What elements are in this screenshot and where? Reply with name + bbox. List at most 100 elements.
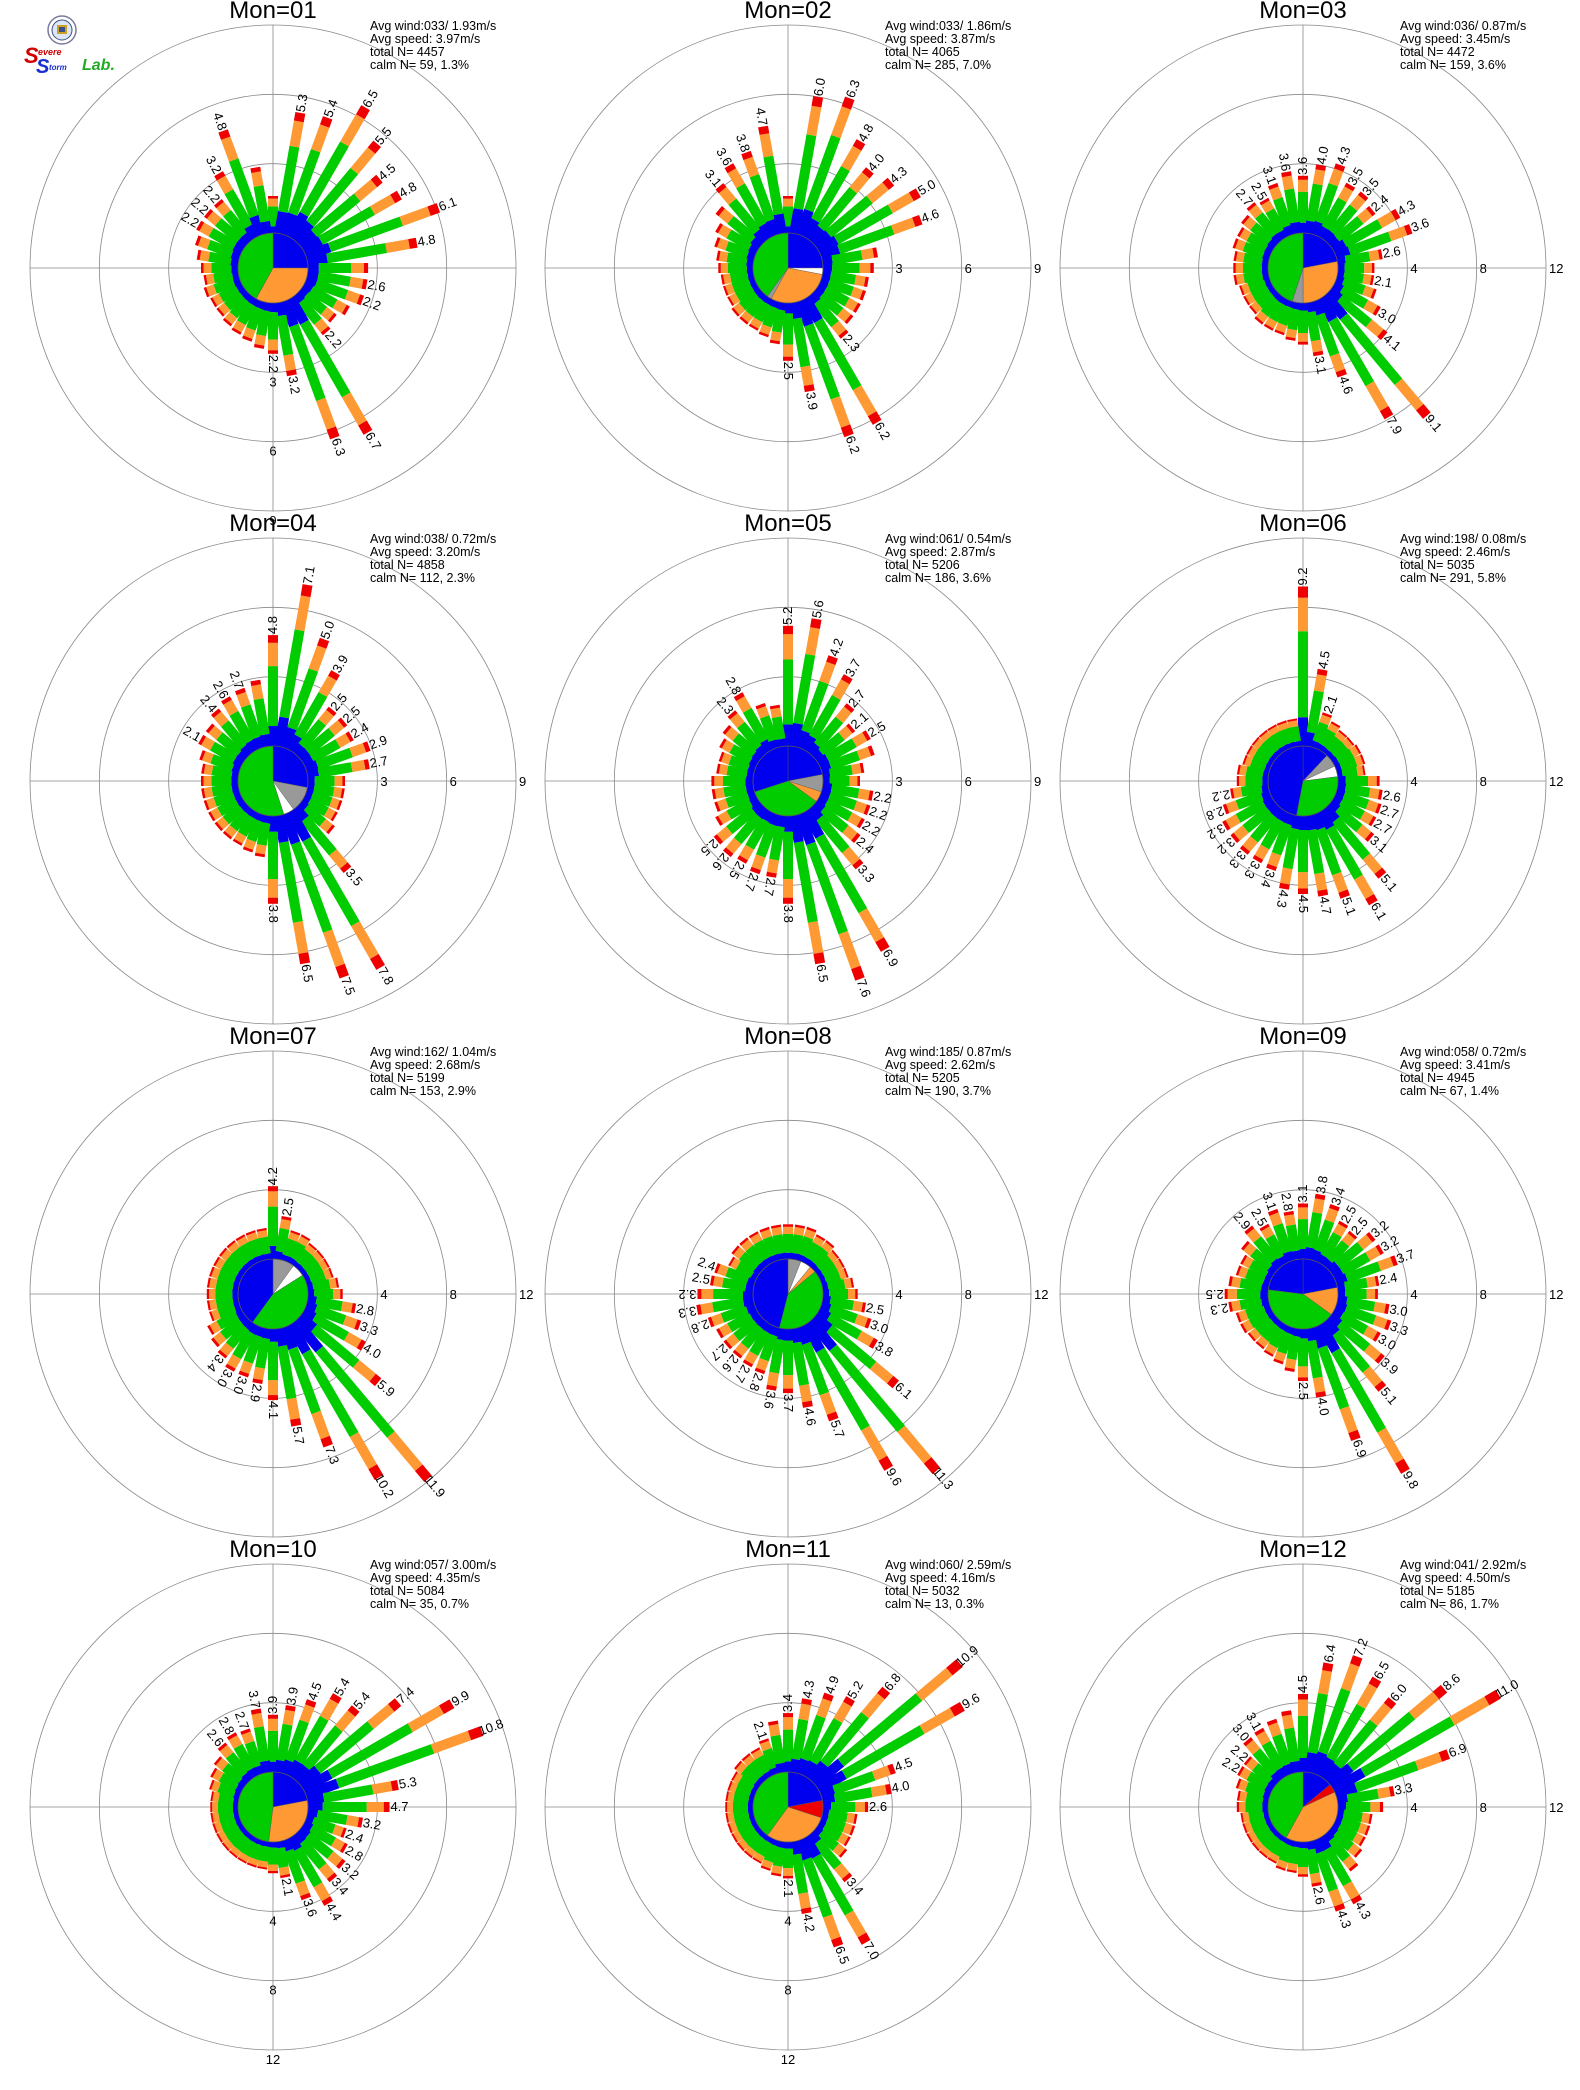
bar-segment [716,1328,724,1339]
bar-segment [783,206,793,227]
bar-segment [725,790,750,808]
bar-segment [291,220,314,245]
bar-segment [1368,1813,1373,1824]
bar-segment [1243,1737,1254,1747]
bar-segment [733,1802,748,1812]
bar-segment [710,1275,715,1286]
bar-segment [1326,1703,1366,1762]
bar-value-label: 4.5 [892,1754,914,1774]
bar-segment [861,1693,885,1719]
panel-title: Mon=07 [229,1023,316,1050]
bar-segment [736,1842,745,1852]
bar-segment [731,1245,740,1255]
bar-segment [1354,1760,1419,1793]
bar-segment [814,318,862,391]
bar-segment [742,707,769,744]
bar-segment [319,1698,339,1721]
bar-segment [1305,1848,1320,1875]
bar-segment [318,1863,335,1879]
bar-segment [204,209,214,219]
bar-segment [783,1226,793,1234]
bar-segment [1257,1335,1270,1348]
bar-segment [268,1380,278,1396]
bar-segment [1239,1767,1252,1781]
bar-segment [302,804,326,827]
bar-segment [304,1778,340,1800]
bar-segment [326,706,337,717]
bar-segment [331,1837,345,1852]
bar-value-label: 2.3 [1209,1300,1229,1318]
bar-segment [341,1301,353,1313]
bar-segment [213,270,234,284]
bar-segment [801,808,825,839]
bar-segment [211,1267,221,1279]
bar-value-label: 3.8 [781,905,796,923]
bar-value-label: 3.3 [358,1318,380,1338]
bar-segment [291,804,309,823]
bar-segment [288,149,321,216]
bar-segment [399,206,431,226]
bar-segment [363,263,369,273]
bar-segment [1357,191,1369,202]
bar-segment [1298,1207,1308,1220]
ring-label: 12 [1549,1287,1563,1302]
ring-label: 3 [895,774,902,789]
bar-segment [1329,353,1345,373]
bar-segment [859,762,865,774]
bar-segment [875,937,890,952]
bar-segment [259,220,272,235]
bar-segment [872,1765,891,1781]
bar-segment [766,858,779,874]
bar-segment [831,1802,856,1812]
bar-segment [833,204,893,245]
bar-segment [793,134,817,210]
bar-segment [1348,1862,1359,1872]
bar-segment [1273,1358,1284,1365]
bar-value-label: 4.5 [1315,650,1333,670]
bar-segment [281,1216,292,1221]
bar-value-label: 2.9 [367,732,389,752]
bar-segment [740,1239,754,1252]
bar-segment [311,1251,323,1263]
bar-segment [714,237,721,248]
bar-segment [1372,1331,1381,1342]
bar-segment [216,307,225,317]
bar-segment [243,327,256,339]
bar-value-label: 5.3 [293,93,311,113]
bar-value-label: 5.3 [398,1774,418,1792]
bar-segment [1246,232,1270,252]
bar-segment [354,179,378,202]
bar-segment [1284,1367,1295,1372]
bar-segment [718,764,729,776]
bar-segment [215,1257,226,1270]
bar-value-label: 2.2 [867,803,889,823]
bar-segment [1254,1727,1265,1736]
bar-segment [854,1314,868,1328]
bar-segment [217,1830,228,1842]
stat-calm-n: calm N= 35, 0.7% [370,1597,469,1611]
bar-segment [864,1802,869,1812]
wind-bars [1224,1193,1410,1474]
bar-segment [829,776,850,786]
bar-segment [843,1836,851,1847]
bar-value-label: 6.5 [813,963,831,983]
bar-segment [1339,1406,1358,1434]
bar-segment [288,1346,321,1415]
bar-segment [732,1830,743,1842]
bar-segment [1346,1788,1379,1805]
bar-segment [268,1718,278,1731]
bar-segment [291,1764,311,1784]
bar-segment [336,800,343,811]
bar-segment [783,879,793,898]
bar-segment [288,1232,300,1242]
bar-segment [233,1834,252,1853]
bar-segment [308,1242,318,1251]
bar-segment [833,1701,852,1723]
bar-value-label: 7.6 [854,977,874,999]
bar-segment [766,1371,779,1387]
bar-segment [1364,831,1375,842]
bar-segment [715,206,725,217]
bar-value-label: 2.8 [1204,803,1226,823]
bar-segment [1345,1261,1381,1283]
